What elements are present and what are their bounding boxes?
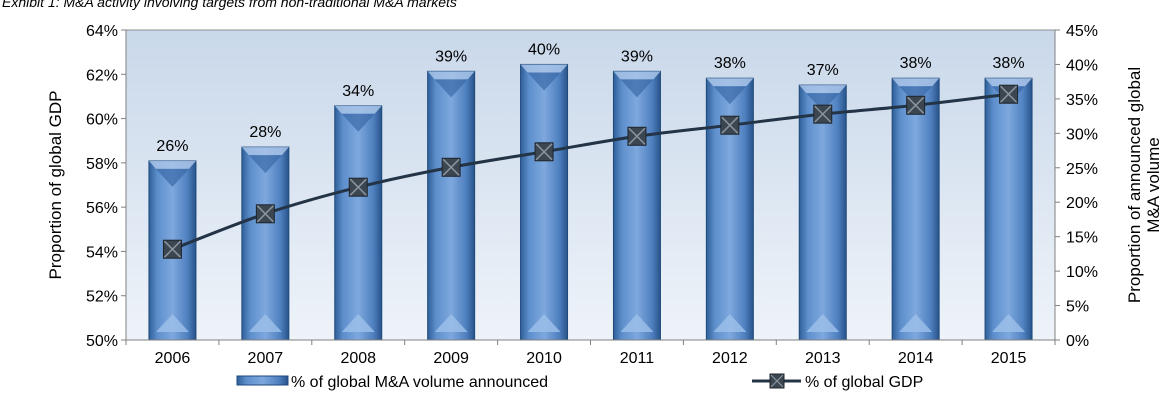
- gdp-point-2013: [813, 104, 833, 124]
- bar-2013: [798, 84, 847, 341]
- left-tick-label: 58%: [86, 156, 118, 173]
- right-tick-label: 30%: [1066, 126, 1098, 143]
- gdp-point-2014: [906, 95, 926, 115]
- left-tick-label: 56%: [86, 200, 118, 217]
- gdp-series-line: [171, 92, 1009, 251]
- bar-2008: [334, 105, 383, 341]
- legend-item-line: % of global GDP: [752, 373, 923, 391]
- gdp-point-2008: [348, 177, 368, 197]
- x-tick-label: 2008: [340, 350, 376, 367]
- legend-label-bars: % of global M&A volume announced: [291, 374, 548, 391]
- right-tick-label: 45%: [1066, 23, 1098, 40]
- bar-data-label: 39%: [621, 48, 653, 65]
- gdp-point-2009: [441, 157, 461, 177]
- gdp-point-2007: [255, 204, 275, 224]
- left-tick-label: 50%: [86, 333, 118, 350]
- bar-2011: [612, 70, 661, 341]
- bar-data-label: 38%: [900, 55, 932, 72]
- gdp-point-2010: [534, 142, 554, 162]
- x-tick-label: 2011: [620, 350, 655, 367]
- bar-2014: [891, 77, 940, 341]
- legend-item-bars: % of global M&A volume announced: [236, 374, 548, 391]
- bar-data-label: 38%: [714, 55, 746, 72]
- x-tick-label: 2009: [433, 350, 469, 367]
- bar-2015: [984, 77, 1033, 341]
- legend-label-line: % of global GDP: [805, 374, 923, 391]
- right-axis-title-line1: Proportion of announced global: [1125, 67, 1144, 303]
- bar-data-label: 34%: [342, 83, 374, 100]
- bar-data-label: 38%: [993, 55, 1025, 72]
- x-tick-label: 2007: [248, 350, 284, 367]
- left-axis-title: Proportion of global GDP: [46, 91, 65, 280]
- bar-data-label: 39%: [435, 48, 467, 65]
- x-tick-label: 2010: [526, 350, 562, 367]
- gdp-point-2011: [627, 126, 647, 146]
- right-tick-label: 0%: [1066, 333, 1089, 350]
- right-tick-label: 10%: [1066, 264, 1098, 281]
- right-tick-label: 25%: [1066, 161, 1098, 178]
- left-tick-label: 62%: [86, 67, 118, 84]
- bar-2010: [520, 63, 569, 341]
- bar-data-label: 40%: [528, 41, 560, 58]
- left-tick-label: 64%: [86, 23, 118, 40]
- x-tick-label: 2015: [991, 350, 1027, 367]
- bar-2007: [241, 146, 290, 341]
- bar-data-label: 28%: [249, 124, 281, 141]
- x-tick-label: 2006: [155, 350, 191, 367]
- gdp-point-2015: [999, 84, 1019, 104]
- right-tick-label: 35%: [1066, 92, 1098, 109]
- right-axis-title-line2: M&A volume: [1144, 137, 1163, 232]
- right-tick-label: 40%: [1066, 57, 1098, 74]
- x-tick-label: 2012: [712, 350, 748, 367]
- right-tick-label: 20%: [1066, 195, 1098, 212]
- bar-data-label: 37%: [807, 62, 839, 79]
- bar-2009: [427, 70, 476, 341]
- right-tick-label: 5%: [1066, 299, 1089, 316]
- left-tick-label: 52%: [86, 289, 118, 306]
- gdp-point-2012: [720, 115, 740, 135]
- x-tick-label: 2014: [898, 350, 934, 367]
- right-tick-label: 15%: [1066, 230, 1098, 247]
- left-tick-label: 60%: [86, 112, 118, 129]
- chart-caption: Exhibit 1: M&A activity involving target…: [2, 0, 457, 10]
- x-tick-label: 2013: [805, 350, 841, 367]
- gdp-point-2006: [162, 239, 182, 259]
- bar-data-label: 26%: [156, 138, 188, 155]
- left-tick-label: 54%: [86, 244, 118, 261]
